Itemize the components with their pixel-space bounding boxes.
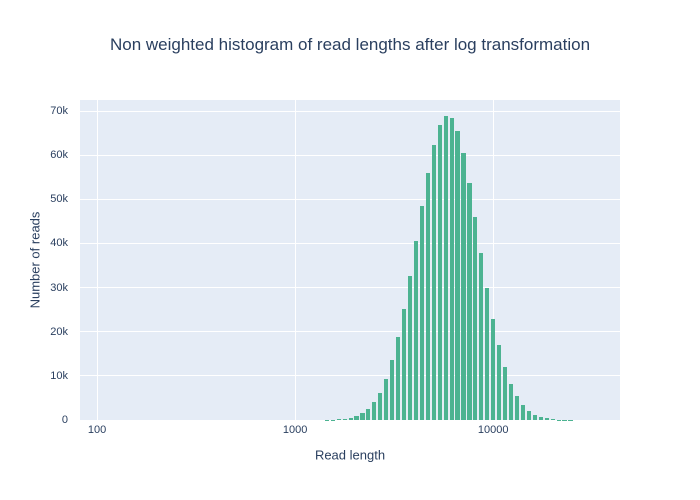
histogram-bar [443, 116, 448, 420]
histogram-bar [532, 414, 537, 420]
histogram-bar [419, 205, 424, 420]
histogram-bar [354, 416, 359, 420]
y-tick-label: 60k [50, 149, 68, 162]
histogram-bar [461, 153, 466, 420]
histogram-bar [437, 125, 442, 420]
histogram-bar [396, 337, 401, 420]
histogram-bar [514, 396, 520, 420]
histogram-bar [401, 308, 407, 420]
gridline-vertical [492, 100, 494, 420]
histogram-bar [491, 318, 496, 420]
histogram-bar [366, 409, 371, 420]
histogram-bar [413, 241, 419, 420]
histogram-bar [390, 360, 395, 420]
plot-area [80, 100, 620, 421]
histogram-bar [538, 416, 543, 420]
histogram-bar [473, 217, 478, 420]
x-tick-label: 100 [87, 424, 107, 436]
gridline-horizontal [80, 419, 620, 421]
gridline-horizontal [80, 198, 620, 200]
histogram-bar [467, 183, 472, 420]
y-tick-label: 50k [50, 193, 68, 206]
y-tick-label: 0 [61, 414, 68, 426]
chart-title: Non weighted histogram of read lengths a… [109, 35, 591, 54]
gridline-layer [80, 100, 620, 421]
x-tick-label: 10000 [477, 424, 509, 436]
histogram-bar [544, 418, 549, 420]
y-tick-label: 70k [50, 105, 68, 118]
x-axis-title: Read length [314, 447, 386, 463]
gridline-horizontal [80, 331, 620, 333]
gridline-vertical [294, 100, 296, 420]
histogram-bar [336, 419, 341, 420]
histogram-bar [384, 378, 389, 420]
histogram-bar [520, 404, 525, 420]
x-axis-tick-labels: 100 1000 10000 [80, 424, 620, 440]
histogram-bar [449, 117, 454, 420]
histogram-bar [342, 418, 347, 420]
gridline-horizontal [80, 110, 620, 112]
y-tick-label: 40k [50, 237, 68, 250]
histogram-bar [497, 345, 502, 420]
y-tick-label: 30k [50, 281, 68, 294]
x-tick-label: 1000 [282, 424, 308, 436]
histogram-bar [425, 172, 430, 420]
histogram-bar [348, 417, 353, 420]
bar-layer [80, 100, 620, 420]
histogram-bar [503, 367, 508, 420]
y-axis-tick-labels: 0 10k 20k 30k 40k 50k 60k 70k [0, 100, 74, 426]
gridline-horizontal [80, 242, 620, 244]
histogram-bar [485, 287, 490, 420]
y-tick-label: 20k [50, 325, 68, 338]
histogram-bar [550, 419, 555, 420]
histogram-bar [360, 413, 365, 420]
histogram-bar [526, 410, 531, 420]
histogram-bar [431, 144, 436, 420]
y-tick-label: 10k [50, 369, 68, 382]
gridline-horizontal [80, 287, 620, 289]
histogram-bar [455, 130, 460, 420]
gridline-horizontal [80, 154, 620, 156]
histogram-bar [479, 253, 484, 420]
gridline-horizontal [80, 375, 620, 377]
histogram-bar [407, 276, 413, 420]
histogram-bar [508, 383, 514, 420]
histogram-bar [378, 392, 383, 420]
histogram-bar [372, 402, 377, 420]
gridline-vertical [96, 100, 98, 420]
